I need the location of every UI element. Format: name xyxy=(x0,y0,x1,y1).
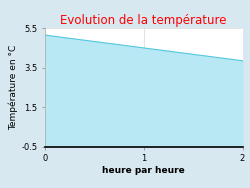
X-axis label: heure par heure: heure par heure xyxy=(102,166,185,175)
Y-axis label: Température en °C: Température en °C xyxy=(9,45,18,130)
Title: Evolution de la température: Evolution de la température xyxy=(60,14,227,27)
